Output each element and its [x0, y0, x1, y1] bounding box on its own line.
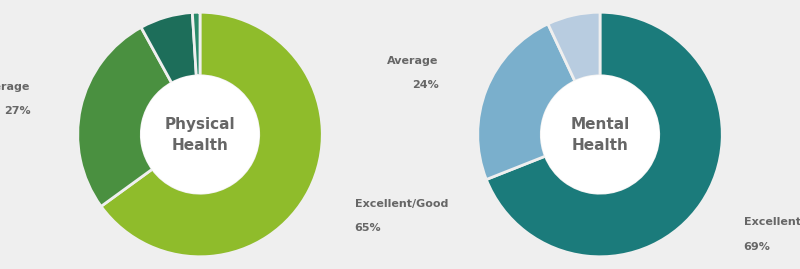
Text: Excellent/Good: Excellent/Good [744, 217, 800, 227]
Text: Excellent/Good: Excellent/Good [354, 199, 448, 208]
Wedge shape [486, 12, 722, 257]
Text: Average: Average [0, 82, 30, 92]
Text: 24%: 24% [412, 80, 438, 90]
Wedge shape [101, 12, 322, 257]
Text: 27%: 27% [4, 106, 30, 116]
Circle shape [542, 76, 658, 193]
Text: Physical
Health: Physical Health [165, 116, 235, 153]
Text: Mental
Health: Mental Health [570, 116, 630, 153]
Wedge shape [192, 12, 200, 76]
Text: 65%: 65% [354, 223, 382, 233]
Text: 69%: 69% [744, 242, 770, 252]
Circle shape [142, 76, 258, 193]
Wedge shape [548, 12, 600, 82]
Wedge shape [478, 24, 575, 179]
Wedge shape [78, 27, 172, 206]
Text: Average: Average [387, 56, 438, 66]
Wedge shape [141, 12, 196, 83]
